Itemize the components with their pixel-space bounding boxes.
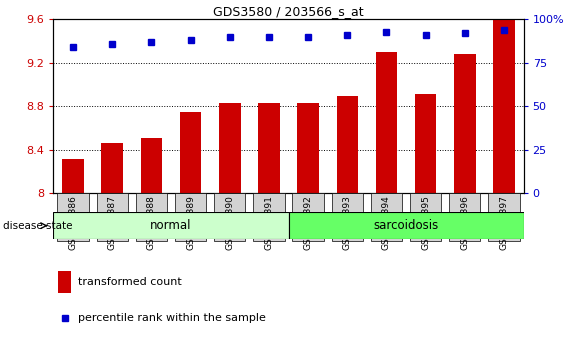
Bar bbox=[97, 193, 128, 241]
Bar bbox=[180, 112, 202, 193]
Bar bbox=[175, 193, 206, 241]
Bar bbox=[141, 138, 162, 193]
Text: GSM415394: GSM415394 bbox=[382, 195, 391, 250]
Bar bbox=[410, 193, 441, 241]
Bar bbox=[57, 193, 89, 241]
Text: GSM415396: GSM415396 bbox=[461, 195, 470, 250]
Bar bbox=[332, 193, 363, 241]
Bar bbox=[488, 193, 520, 241]
Text: GSM415392: GSM415392 bbox=[303, 195, 312, 250]
Bar bbox=[258, 103, 280, 193]
Text: GSM415389: GSM415389 bbox=[186, 195, 195, 250]
Bar bbox=[53, 212, 288, 239]
Bar bbox=[415, 94, 436, 193]
Text: percentile rank within the sample: percentile rank within the sample bbox=[78, 313, 266, 323]
Bar bbox=[288, 212, 524, 239]
Text: sarcoidosis: sarcoidosis bbox=[373, 219, 439, 232]
Text: GSM415397: GSM415397 bbox=[499, 195, 508, 250]
Bar bbox=[454, 54, 476, 193]
Text: GSM415386: GSM415386 bbox=[69, 195, 78, 250]
Bar bbox=[297, 103, 319, 193]
Text: transformed count: transformed count bbox=[78, 277, 182, 287]
Text: GSM415395: GSM415395 bbox=[421, 195, 430, 250]
Bar bbox=[371, 193, 402, 241]
Text: GSM415393: GSM415393 bbox=[343, 195, 352, 250]
Bar bbox=[219, 103, 240, 193]
Bar bbox=[214, 193, 245, 241]
Text: GSM415391: GSM415391 bbox=[265, 195, 274, 250]
Bar bbox=[253, 193, 285, 241]
Bar bbox=[101, 143, 123, 193]
Bar bbox=[337, 96, 358, 193]
Bar bbox=[58, 271, 72, 293]
Bar bbox=[62, 159, 84, 193]
Text: GSM415387: GSM415387 bbox=[108, 195, 117, 250]
Bar bbox=[376, 52, 397, 193]
Bar bbox=[136, 193, 167, 241]
Bar bbox=[493, 19, 515, 193]
Text: normal: normal bbox=[150, 219, 192, 232]
Bar bbox=[449, 193, 480, 241]
Bar bbox=[292, 193, 324, 241]
Title: GDS3580 / 203566_s_at: GDS3580 / 203566_s_at bbox=[213, 5, 364, 18]
Text: GSM415390: GSM415390 bbox=[225, 195, 234, 250]
Text: disease state: disease state bbox=[3, 221, 72, 231]
Text: GSM415388: GSM415388 bbox=[147, 195, 156, 250]
